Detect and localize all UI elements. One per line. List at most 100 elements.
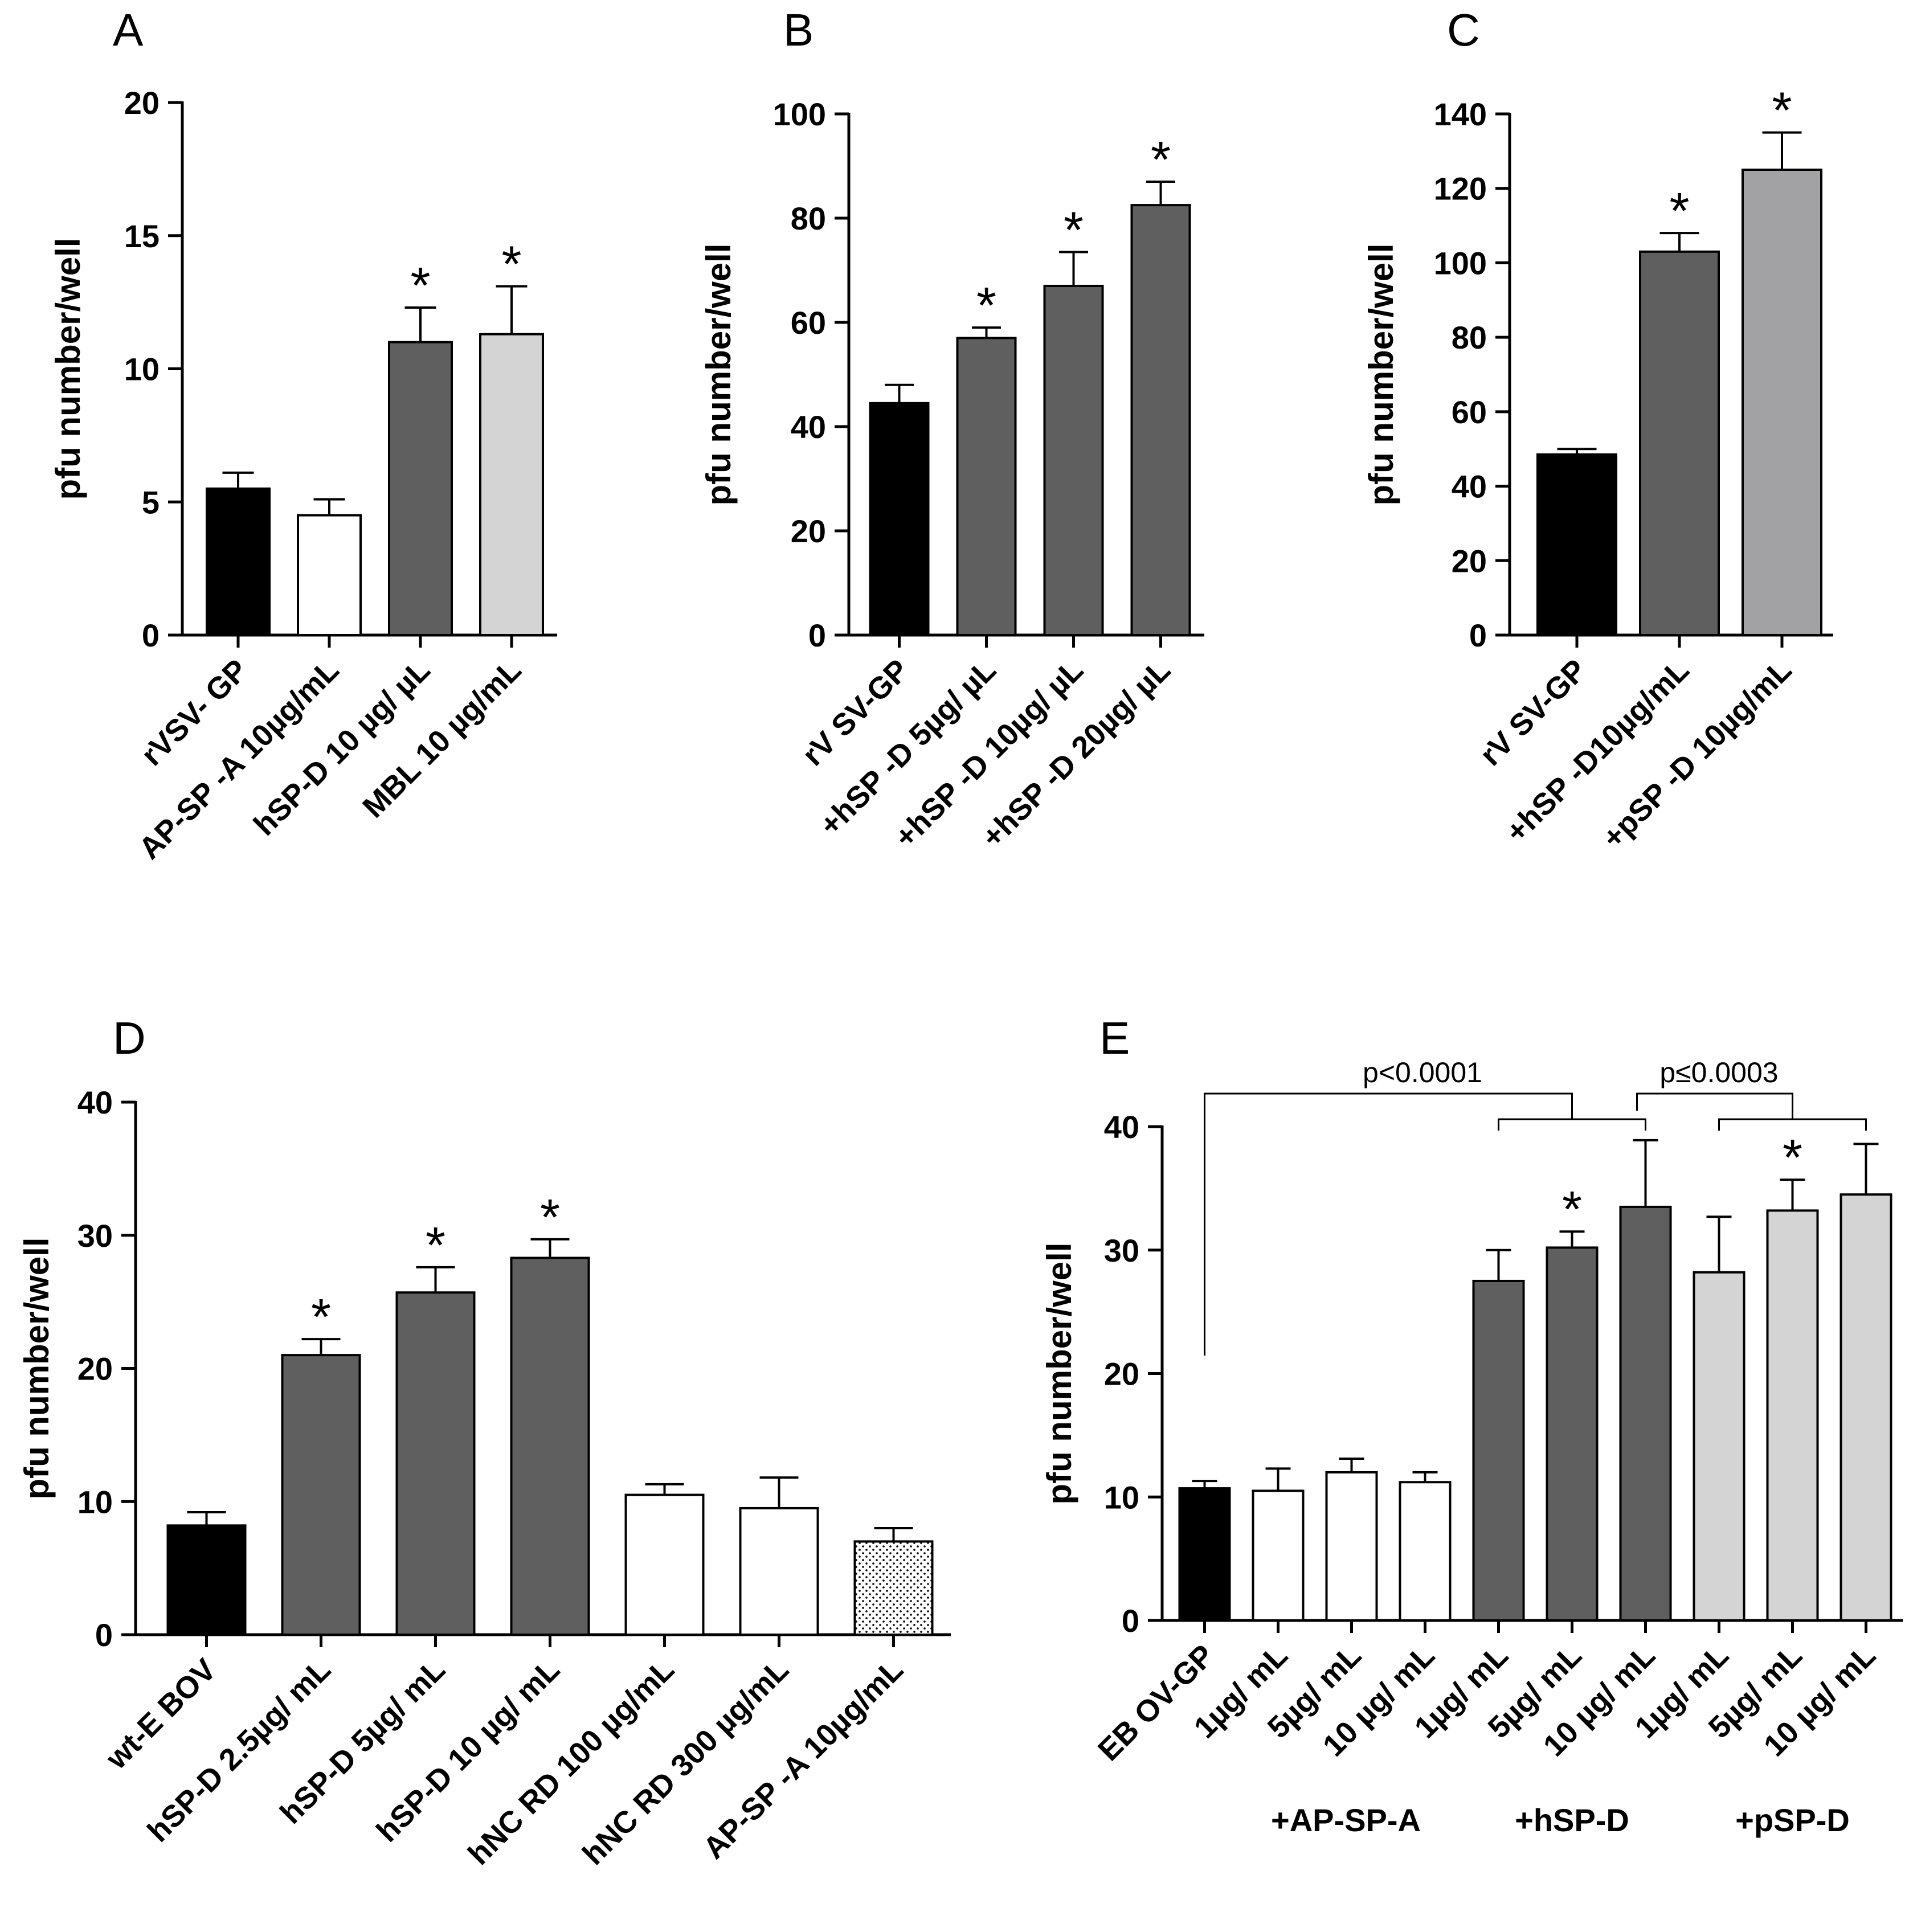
y-tick-label: 10: [1104, 1479, 1139, 1515]
bar: [1546, 1246, 1599, 1622]
category-label: +pSP -D 10µg/mL: [1596, 653, 1798, 855]
bracket: [1636, 1092, 1793, 1119]
bar: [206, 487, 271, 636]
y-tick-label: 60: [791, 305, 826, 341]
y-tick-label: 10: [77, 1484, 113, 1520]
bar: [1839, 1193, 1892, 1622]
bar: [624, 1493, 705, 1636]
bar: [1766, 1209, 1819, 1622]
significance-star: *: [426, 1217, 445, 1274]
y-tick-label: 80: [791, 200, 826, 236]
y-axis-title: pfu number/well: [49, 238, 87, 500]
group-label: +pSP-D: [1735, 1802, 1850, 1838]
significance-star: *: [311, 1289, 331, 1346]
y-tick-label: 0: [95, 1617, 113, 1653]
bracket: [1498, 1118, 1646, 1131]
significance-star: *: [1064, 202, 1084, 259]
y-tick-label: 60: [1452, 394, 1487, 430]
bar: [1252, 1489, 1305, 1622]
bar: [1619, 1205, 1672, 1622]
category-label: EB OV-GP: [1092, 1638, 1221, 1767]
significance-star: *: [1151, 132, 1171, 189]
y-tick-label: 5: [142, 484, 160, 520]
y-tick-label: 120: [1434, 171, 1487, 207]
significance-star: *: [1669, 183, 1689, 240]
y-tick-label: 30: [77, 1218, 113, 1254]
y-tick-label: 10: [124, 351, 160, 387]
bar: [388, 341, 453, 636]
bracket: [1204, 1092, 1573, 1356]
y-axis-title: pfu number/well: [700, 243, 738, 505]
panel-letter: E: [1099, 1013, 1130, 1063]
y-tick-label: 40: [77, 1084, 113, 1120]
category-label: hNC RD 300 µg/mL: [576, 1652, 795, 1872]
panel-letter: A: [113, 5, 144, 55]
y-tick-label: 0: [142, 617, 160, 653]
group-label: +hSP-D: [1515, 1802, 1629, 1838]
bar: [395, 1291, 476, 1636]
y-axis-title: pfu number/well: [18, 1237, 56, 1499]
y-axis-title: pfu number/well: [1362, 243, 1400, 505]
bar: [1693, 1271, 1746, 1622]
y-tick-label: 15: [124, 218, 160, 254]
category-label: hNC RD 100 µg/mL: [461, 1652, 681, 1872]
bar: [1472, 1279, 1525, 1622]
y-tick-label: 20: [791, 513, 826, 549]
bar: [510, 1256, 590, 1636]
y-tick-label: 20: [124, 85, 160, 121]
significance-star: *: [410, 257, 430, 314]
y-tick-label: 20: [1452, 543, 1487, 579]
significance-star: *: [1562, 1181, 1582, 1238]
bar: [1178, 1487, 1231, 1622]
group-label: +AP-SP-A: [1271, 1802, 1421, 1838]
p-value-label: p≤0.0003: [1659, 1057, 1778, 1088]
significance-star: *: [1772, 83, 1792, 140]
bar: [853, 1540, 934, 1636]
bar: [166, 1524, 247, 1636]
p-value-label: p<0.0001: [1363, 1057, 1482, 1088]
significance-star: *: [976, 277, 996, 334]
bar: [281, 1354, 361, 1636]
y-tick-label: 20: [77, 1351, 113, 1387]
bar: [956, 337, 1017, 636]
panel-letter: B: [783, 5, 814, 55]
bar: [739, 1507, 819, 1636]
bar: [1639, 250, 1720, 637]
bar: [869, 402, 930, 636]
bar: [1399, 1481, 1452, 1622]
significance-star: *: [501, 236, 521, 293]
category-label: AP-SP -A 10µg/mL: [697, 1652, 910, 1865]
y-tick-label: 40: [791, 409, 826, 445]
significance-star: *: [540, 1189, 560, 1246]
bracket: [1718, 1118, 1867, 1131]
y-tick-label: 40: [1452, 469, 1487, 505]
y-tick-label: 20: [1104, 1356, 1139, 1392]
bar: [297, 514, 362, 636]
significance-star: *: [1783, 1129, 1802, 1186]
y-tick-label: 80: [1452, 320, 1487, 355]
y-tick-label: 0: [1122, 1603, 1139, 1639]
bar: [1742, 169, 1822, 636]
bar: [1043, 284, 1104, 636]
panel-letter: D: [113, 1013, 146, 1063]
y-tick-label: 0: [808, 617, 826, 653]
category-label: MBL 10 µg/mL: [356, 653, 528, 824]
panel-letter: C: [1447, 5, 1480, 55]
bar: [1536, 453, 1617, 637]
y-tick-label: 100: [773, 96, 826, 132]
category-label: +hSP -D10µg/mL: [1499, 653, 1696, 849]
y-tick-label: 30: [1104, 1233, 1139, 1268]
category-label: wt-E BOV: [99, 1652, 223, 1776]
bar: [1130, 204, 1191, 636]
bar: [479, 333, 544, 636]
y-tick-label: 0: [1469, 617, 1487, 653]
y-tick-label: 40: [1104, 1109, 1139, 1145]
y-axis-title: pfu number/well: [1040, 1242, 1078, 1504]
